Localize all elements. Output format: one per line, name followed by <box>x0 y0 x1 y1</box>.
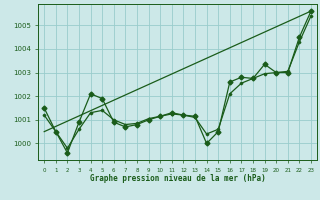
X-axis label: Graphe pression niveau de la mer (hPa): Graphe pression niveau de la mer (hPa) <box>90 174 266 183</box>
